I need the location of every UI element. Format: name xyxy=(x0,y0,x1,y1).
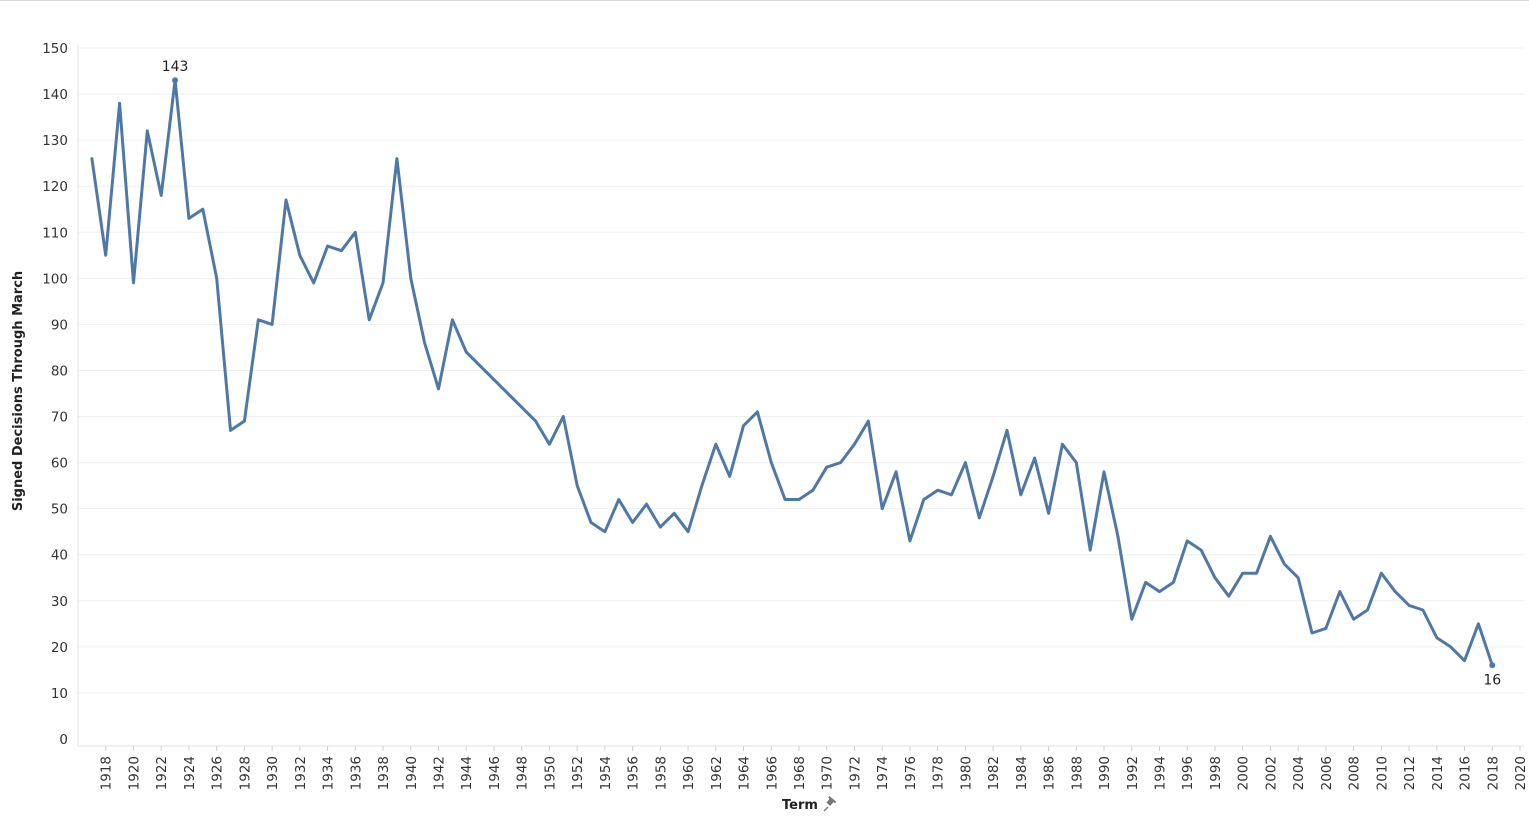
y-tick-label: 0 xyxy=(59,732,68,748)
x-tick-label: 1920 xyxy=(126,756,142,790)
top-border xyxy=(0,0,1529,1)
x-tick-label: 2010 xyxy=(1374,756,1390,790)
x-tick-label: 1988 xyxy=(1069,756,1085,790)
x-tick-label: 1962 xyxy=(709,756,725,790)
x-tick-label: 1926 xyxy=(210,756,226,790)
y-tick-label: 70 xyxy=(51,410,68,426)
x-tick-label: 1938 xyxy=(376,756,392,790)
x-tick-label: 1932 xyxy=(293,756,309,790)
y-tick-label: 40 xyxy=(51,548,68,564)
x-tick-label: 2016 xyxy=(1458,756,1474,790)
x-tick-label: 1992 xyxy=(1125,756,1141,790)
y-tick-label: 10 xyxy=(51,686,68,702)
x-tick-label: 1986 xyxy=(1042,756,1058,790)
x-tick-label: 1936 xyxy=(348,756,364,790)
x-tick-label: 1942 xyxy=(432,756,448,790)
gridlines xyxy=(78,47,1524,694)
x-tick-label: 1948 xyxy=(515,756,531,790)
y-tick-label: 100 xyxy=(42,271,68,287)
x-tick-label: 1950 xyxy=(542,756,558,790)
x-tick-label: 2006 xyxy=(1319,756,1335,790)
x-tick-label: 2014 xyxy=(1430,756,1446,790)
x-tick-label: 1918 xyxy=(99,756,115,790)
x-tick-label: 1924 xyxy=(182,756,198,790)
x-tick-label: 2008 xyxy=(1347,756,1363,790)
pin-icon[interactable] xyxy=(823,795,837,812)
data-labels: 143 16 xyxy=(162,59,1502,688)
x-tick-label: 1980 xyxy=(958,756,974,790)
data-point xyxy=(172,77,179,84)
x-tick-label: 1968 xyxy=(792,756,808,790)
x-tick-label: 1978 xyxy=(931,756,947,790)
y-axis-title: Signed Decisions Through March xyxy=(11,271,26,511)
x-tick-label: 1940 xyxy=(404,756,420,790)
x-tick-label: 1974 xyxy=(875,756,891,790)
x-tick-label: 1930 xyxy=(265,756,281,790)
x-tick-label: 2012 xyxy=(1402,756,1418,790)
series-line xyxy=(90,78,1494,667)
y-tick-label: 90 xyxy=(51,317,68,333)
y-tick-label: 60 xyxy=(51,456,68,472)
y-tick-label: 130 xyxy=(42,133,68,149)
x-tick-label: 2020 xyxy=(1513,756,1529,790)
x-tick-label: 1944 xyxy=(459,756,475,790)
x-tick-label: 1976 xyxy=(903,756,919,790)
x-tick-label: 1984 xyxy=(1014,756,1030,790)
y-tick-label: 140 xyxy=(42,87,68,103)
y-axis: 0 10 20 30 40 50 60 70 80 90 100 110 120 130 140 150 xyxy=(42,41,79,748)
x-tick-label: 1966 xyxy=(764,756,780,790)
x-tick-label: 1958 xyxy=(653,756,669,790)
x-tick-label: 2004 xyxy=(1291,756,1307,790)
x-tick-label: 1996 xyxy=(1180,756,1196,790)
x-tick-label: 1960 xyxy=(681,756,697,790)
x-tick-label: 1928 xyxy=(237,756,253,790)
x-tick-label: 1998 xyxy=(1208,756,1224,790)
x-tick-label: 1982 xyxy=(986,756,1002,790)
data-label: 16 xyxy=(1483,672,1501,688)
x-tick-label: 1954 xyxy=(598,756,614,790)
series xyxy=(90,77,1496,669)
y-tick-label: 150 xyxy=(42,41,68,57)
y-tick-label: 80 xyxy=(51,363,68,379)
x-axis-title: Term xyxy=(782,798,818,813)
x-tick-label: 1946 xyxy=(487,756,503,790)
x-tick-label: 1934 xyxy=(321,756,337,790)
data-point xyxy=(1489,662,1496,669)
y-tick-label: 30 xyxy=(51,594,68,610)
x-tick-label: 2000 xyxy=(1236,756,1252,790)
x-tick-label: 1952 xyxy=(570,756,586,790)
x-tick-label: 1970 xyxy=(820,756,836,790)
x-tick-label: 1972 xyxy=(847,756,863,790)
x-tick-label: 2018 xyxy=(1485,756,1501,790)
x-tick-label: 1964 xyxy=(737,756,753,790)
x-tick-label: 2002 xyxy=(1263,756,1279,790)
x-tick-label: 1956 xyxy=(626,756,642,790)
x-axis: 1918 1920 1922 1924 1926 1928 1930 1932 1934 1936… xyxy=(78,745,1529,790)
y-tick-label: 50 xyxy=(51,502,68,518)
data-label: 143 xyxy=(162,59,189,75)
x-tick-label: 1994 xyxy=(1153,756,1169,790)
y-tick-label: 120 xyxy=(42,179,68,195)
y-tick-label: 110 xyxy=(42,225,68,241)
y-tick-label: 20 xyxy=(51,640,68,656)
x-tick-label: 1922 xyxy=(154,756,170,790)
x-tick-label: 1990 xyxy=(1097,756,1113,790)
